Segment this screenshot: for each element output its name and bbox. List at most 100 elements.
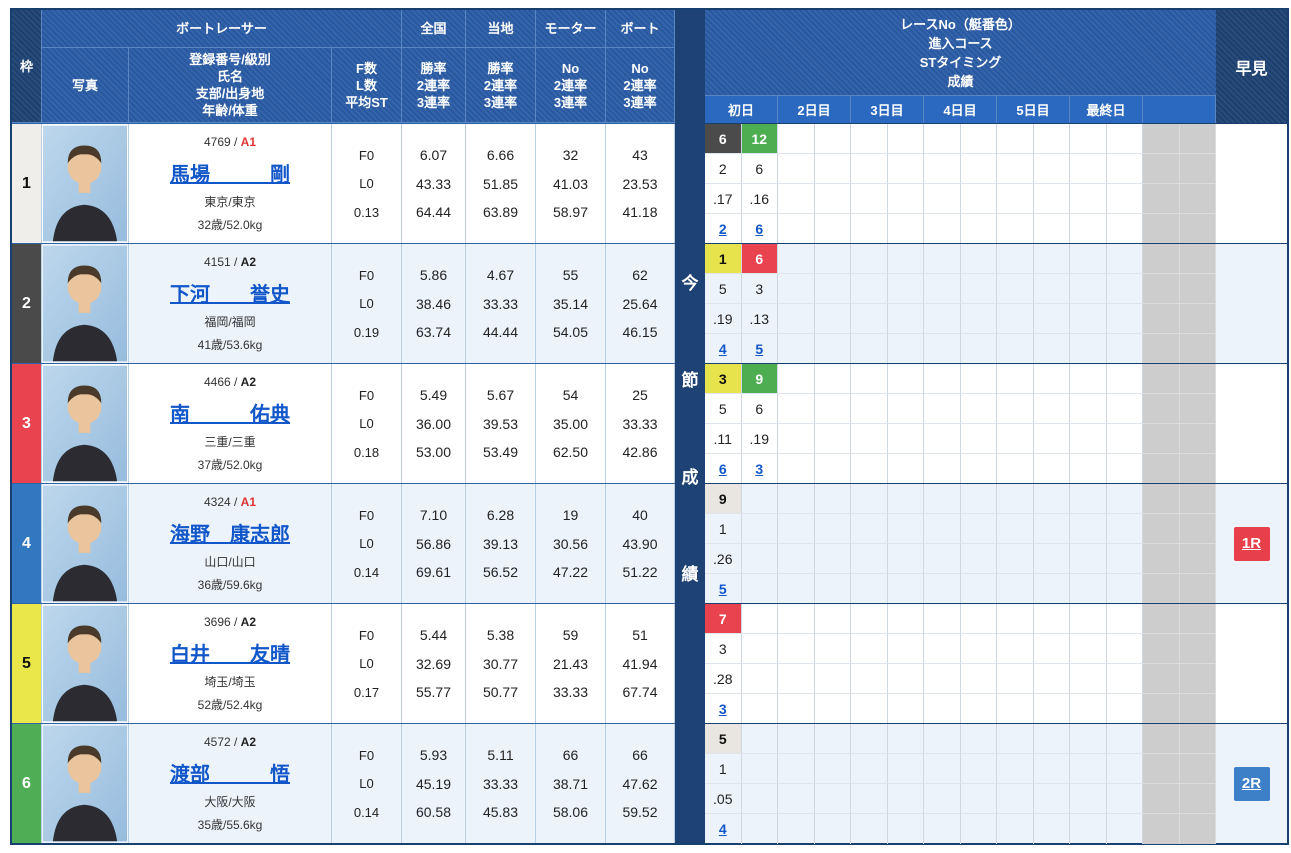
finish-result-link[interactable]: 4: [718, 821, 727, 837]
racer-photo[interactable]: [42, 724, 129, 843]
result-cell-empty: [815, 694, 851, 724]
hayami-race-link[interactable]: [1234, 287, 1270, 321]
result-cell-disabled: [1143, 574, 1180, 604]
result-cell-empty: [924, 214, 961, 244]
hayami-race-link[interactable]: [1234, 167, 1270, 201]
racer-photo[interactable]: [42, 364, 129, 483]
racer-name-link[interactable]: 白井 友晴: [170, 643, 290, 666]
result-cell-empty: [778, 574, 815, 604]
result-cell-empty: [1070, 454, 1107, 484]
boat-stats: 40 43.90 51.22: [606, 484, 675, 603]
finish-result-link[interactable]: 3: [718, 701, 727, 717]
header-boat: ボート: [606, 10, 675, 48]
hayami-cell: 1R: [1216, 483, 1287, 603]
st-timing-cell: .16: [741, 184, 778, 214]
result-cell-empty: [1106, 484, 1143, 514]
result-cell-empty: [924, 304, 961, 334]
national-stats: 6.07 43.33 64.44: [402, 124, 466, 243]
racer-photo[interactable]: [42, 124, 129, 243]
racer-row: 3 4466 / A2 南 佑典 三重/三重 37歳/52.0kg F0 L0 …: [12, 363, 675, 483]
racer-photo[interactable]: [42, 484, 129, 603]
f-l-st-cell: F0 L0 0.14: [332, 484, 402, 603]
local-stats: 5.11 33.33 45.83: [466, 724, 536, 843]
finish-cell: 3: [705, 694, 742, 724]
racer-photo[interactable]: [42, 604, 129, 723]
result-cell-empty: [887, 724, 924, 754]
frame-number: 5: [12, 604, 42, 723]
racer-name-link[interactable]: 南 佑典: [170, 403, 290, 426]
result-cell-empty: [814, 604, 851, 634]
finish-result-link[interactable]: 2: [718, 221, 727, 237]
result-cell-empty: [924, 724, 961, 754]
finish-result-link[interactable]: 4: [718, 341, 727, 357]
hayami-race-link[interactable]: [1234, 647, 1270, 681]
result-cell-empty: [1033, 274, 1070, 304]
hayami-cells: 1R 2R: [1216, 123, 1287, 843]
result-cell-empty: [778, 724, 815, 754]
result-cell-empty: [851, 244, 888, 274]
racer-photo[interactable]: [42, 244, 129, 363]
result-cell-disabled: [1179, 664, 1216, 694]
racer-name-link[interactable]: 海野 康志郎: [170, 523, 290, 546]
result-cell-empty: [997, 274, 1034, 304]
racer-name-link[interactable]: 馬場 剛: [170, 163, 290, 186]
result-cell-empty: [997, 724, 1034, 754]
result-cell-empty: [924, 604, 961, 634]
result-cell-empty: [997, 364, 1034, 394]
finish-cell: 4: [705, 814, 742, 844]
result-cell-empty: [1033, 784, 1070, 814]
result-cell-empty: [1033, 484, 1070, 514]
result-cell-empty: [778, 424, 815, 454]
finish-result-link[interactable]: 6: [718, 461, 727, 477]
st-timing-cell: [741, 544, 778, 574]
result-cell-empty: [924, 574, 961, 604]
result-cell-empty: [960, 664, 997, 694]
result-cell-empty: [961, 574, 997, 604]
finish-cell: 5: [742, 334, 778, 364]
result-cell-empty: [778, 544, 815, 574]
result-cell-disabled: [1143, 454, 1180, 484]
result-cell-empty: [997, 514, 1034, 544]
result-cell-empty: [960, 514, 997, 544]
race-no-cell: [741, 724, 778, 754]
result-cell-empty: [960, 634, 997, 664]
result-cell-empty: [814, 544, 851, 574]
hayami-race-link[interactable]: [1234, 407, 1270, 441]
result-cell-empty: [997, 814, 1034, 844]
result-cell-empty: [961, 334, 997, 364]
racer-table-header: 枠 ボートレーサー 全国 当地 モーター ボート 写真 登録番号/級別 氏名 支…: [12, 10, 675, 123]
result-cell-disabled: [1143, 634, 1180, 664]
result-cell-empty: [814, 124, 851, 154]
finish-result-link[interactable]: 6: [755, 221, 764, 237]
result-cell-empty: [851, 424, 888, 454]
racer-row: 2 4151 / A2 下河 誉史 福岡/福岡 41歳/53.6kg F0 L0…: [12, 243, 675, 363]
st-timing-cell: .19: [705, 304, 742, 334]
result-cell-empty: [1033, 184, 1070, 214]
hayami-race-link[interactable]: 1R: [1233, 526, 1270, 561]
race-no-cell: 5: [705, 724, 742, 754]
finish-result-link[interactable]: 5: [755, 341, 764, 357]
result-rows: 6 12 2 6 .17 .16 2 6 1 6 5 3 .19 .13: [705, 123, 1216, 844]
hayami-cell: [1216, 363, 1287, 483]
avg-st: 0.18: [353, 444, 380, 460]
result-cell-empty: [814, 154, 851, 184]
day-header-row: 初日 2日目 3日目 4日目 5日目 最終日: [705, 95, 1216, 123]
result-cell-empty: [887, 514, 924, 544]
grade-badge: A2: [240, 255, 257, 270]
finish-result-link[interactable]: 5: [718, 581, 727, 597]
racer-photo-image: [43, 245, 127, 362]
result-cell-empty: [924, 784, 961, 814]
result-cell-disabled: [1179, 484, 1216, 514]
result-cell-empty: [778, 754, 815, 784]
racer-name-link[interactable]: 下河 誉史: [170, 283, 290, 306]
result-cell-empty: [1034, 574, 1070, 604]
result-cell-empty: [1033, 364, 1070, 394]
finish-result-link[interactable]: 3: [755, 461, 764, 477]
hayami-race-link[interactable]: 2R: [1233, 766, 1270, 801]
entry-course-cell: [741, 634, 778, 664]
result-cell-empty: [924, 544, 961, 574]
racer-name-link[interactable]: 渡部 悟: [170, 763, 290, 786]
result-cell-empty: [924, 514, 961, 544]
result-cell-empty: [1070, 544, 1107, 574]
registration-grade: 4769 / A1: [203, 135, 257, 150]
